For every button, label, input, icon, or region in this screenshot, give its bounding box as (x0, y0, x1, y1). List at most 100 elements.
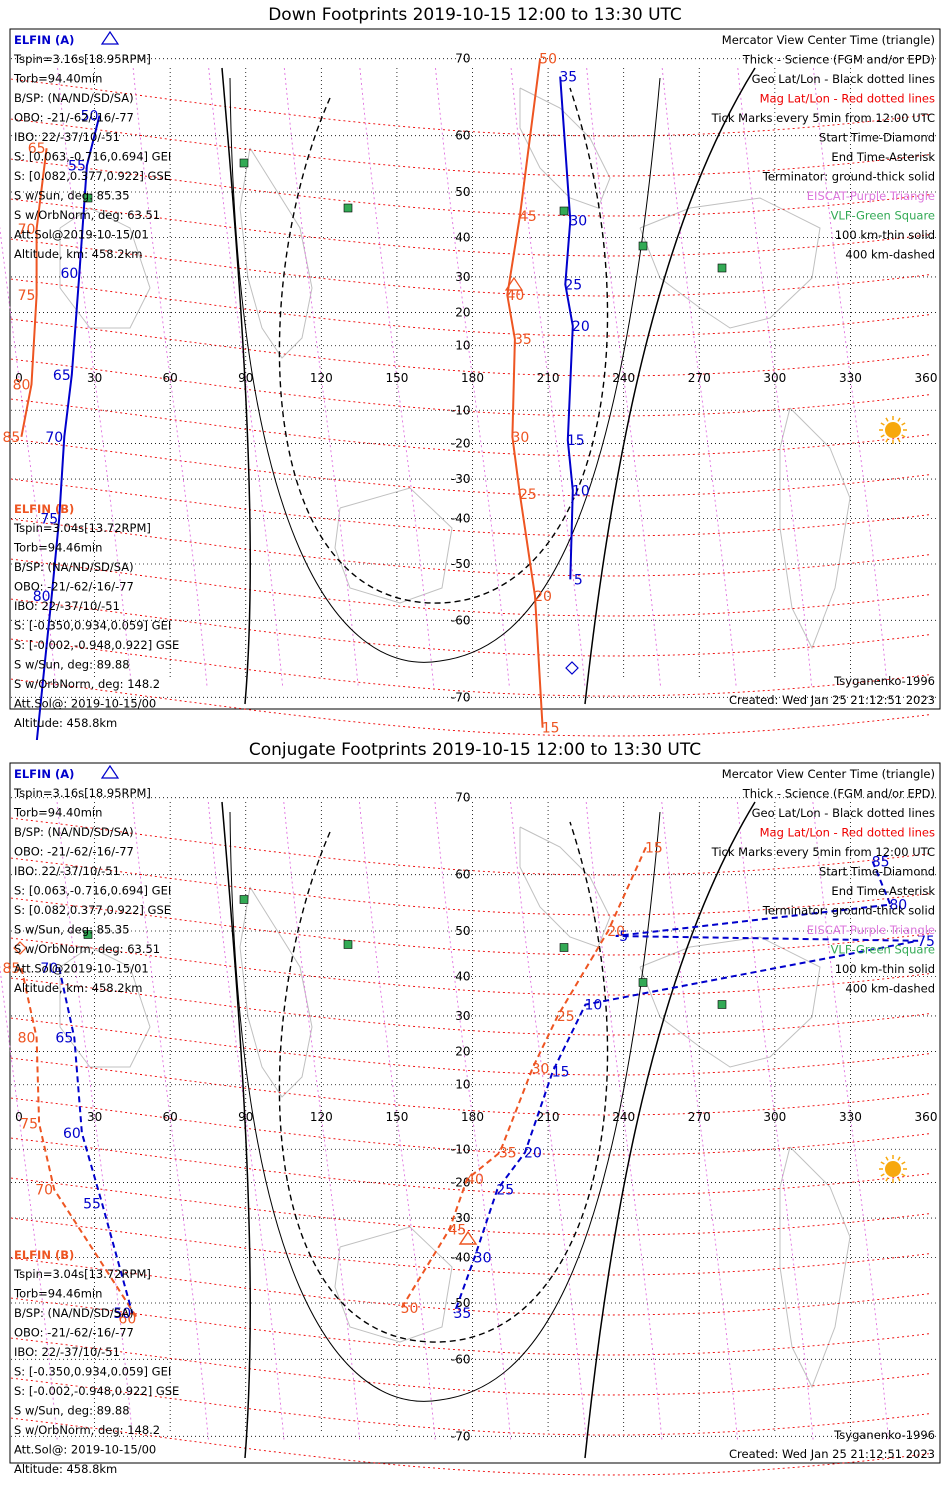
sat-a-info-line: B/SP: (NA/ND/SD/SA) (14, 91, 134, 105)
lat-tick-label: 40 (455, 231, 470, 245)
track-time-label: 75 (917, 934, 935, 950)
lat-tick-label: 50 (455, 924, 470, 938)
lon-tick-label: 240 (612, 371, 635, 385)
sat-a-info-line: OBO: -21/-62/-16/-77 (14, 845, 134, 859)
eiscat-triangle-icon (504, 276, 524, 291)
lat-tick-label: -10 (451, 403, 471, 417)
lat-tick-label: 30 (455, 270, 470, 284)
track-time-label: 80 (18, 1031, 36, 1047)
legend-item: Geo Lat/Lon - Black dotted lines (752, 806, 935, 820)
track-line (559, 76, 574, 580)
legend-item: Start Time-Diamond (819, 131, 935, 145)
lat-tick-label: 70 (455, 52, 470, 66)
sat-b-info-line: IBO: 22/-37/10/-51 (14, 599, 120, 613)
track-time-label: 40 (466, 1172, 484, 1188)
coastline (639, 197, 821, 329)
mag-meridian (586, 67, 662, 689)
track-time-label: 50 (539, 52, 557, 68)
track-time-label: 65 (55, 1031, 73, 1047)
sun-icon (885, 1161, 901, 1177)
sun-icon (885, 422, 901, 438)
lat-tick-label: -60 (451, 1352, 471, 1366)
lat-tick-label: -30 (451, 1211, 471, 1225)
legend-item: Tick Marks every 5min from 12:00 UTC (711, 845, 935, 859)
lon-tick-label: 180 (461, 1110, 484, 1124)
mag-meridian (0, 225, 57, 689)
track-time-label: 60 (60, 266, 78, 282)
sat-b-info-line: S w/Sun, deg: 89.88 (14, 1404, 130, 1418)
lon-tick-label: 300 (763, 371, 786, 385)
sat-b-info-line: S w/OrbNorm, deg: 148.2 (14, 1423, 160, 1437)
sat-b-name: ELFIN (B) (14, 502, 74, 516)
track-time-label: 20 (524, 1146, 542, 1162)
legend-item: End Time-Asterisk (831, 150, 935, 164)
sat-a-info-line: S w/OrbNorm, deg: 63.51 (14, 208, 160, 222)
mag-meridian (208, 67, 284, 689)
sun-ray (901, 422, 906, 426)
track-time-label: 45 (519, 209, 537, 225)
track-time-label: 45 (448, 1222, 466, 1238)
sat-b-info-line: B/SP: (NA/ND/SD/SA) (14, 560, 134, 574)
track-time-label: 50 (81, 108, 99, 124)
coastline (779, 1146, 851, 1389)
lat-tick-label: -60 (451, 613, 471, 627)
mag-grid (0, 67, 932, 737)
mag-meridian (812, 67, 888, 689)
vlf-square-icon (239, 158, 249, 168)
lon-tick-label: 270 (688, 1110, 711, 1124)
coastline (639, 936, 821, 1068)
track-time-label: 70 (35, 1182, 53, 1198)
lon-tick-label: 330 (839, 1110, 862, 1124)
legend-item: Geo Lat/Lon - Black dotted lines (752, 72, 935, 86)
panel-title-conjugate: Conjugate Footprints 2019-10-15 12:00 to… (248, 740, 702, 760)
sun-ray (901, 1173, 906, 1177)
sat-a-info-line: S: [0.082,0.377,0.922] GSE (14, 169, 171, 183)
mag-meridian (132, 67, 208, 689)
track-time-label: 25 (496, 1182, 514, 1198)
lon-tick-label: 30 (87, 371, 102, 385)
terminator-100km (229, 811, 661, 1402)
footprint-track: 35302520151055055606570758085 (33, 70, 590, 740)
track-time-label: 80 (13, 377, 31, 393)
track-time-label: 75 (40, 511, 58, 527)
legend-item: 100 km-thin solid (835, 962, 935, 976)
vlf-square-icon (343, 203, 353, 213)
sun-ray (885, 1177, 889, 1182)
start-diamond-icon (565, 661, 579, 675)
sat-b-info-line: S: [-0.350,0.934,0.059] GEI (14, 1365, 171, 1379)
vlf-square-icon (83, 930, 93, 939)
sat-b-info-line: OBO: -21/-62/-16/-77 (14, 1326, 134, 1340)
sat-a-name: ELFIN (A) (14, 767, 74, 781)
legend-item: End Time-Asterisk (831, 884, 935, 898)
lon-tick-label: 150 (385, 371, 408, 385)
track-time-label: 15 (645, 840, 663, 856)
lon-tick-label: 0 (15, 1110, 23, 1124)
legend-item: 400 km-dashed (845, 248, 935, 262)
terminator-400km (278, 821, 609, 1343)
lat-tick-label: -20 (451, 1176, 471, 1190)
track-time-label: 15 (567, 433, 585, 449)
lat-tick-label: 70 (455, 791, 470, 805)
terminators (221, 801, 756, 1459)
footprint-track: 85 80 75 5 10 15 20 25 30 35 70 65 60 55 50 (40, 854, 935, 1322)
track-time-label: 35 (559, 70, 577, 86)
center-time-triangle-icon (100, 764, 120, 779)
created-label: Created: Wed Jan 25 21:12:51 2023 (729, 693, 935, 707)
track-time-label: 70 (40, 961, 58, 977)
lon-tick-label: 90 (238, 371, 253, 385)
track-time-label: 35 (454, 1306, 472, 1322)
sat-a-name: ELFIN (A) (14, 33, 74, 47)
track-time-label: 85 (3, 430, 21, 446)
lon-tick-label: 60 (163, 371, 178, 385)
sat-a-info-line: B/SP: (NA/ND/SD/SA) (14, 825, 134, 839)
terminators (221, 67, 756, 705)
mag-meridian (510, 67, 586, 689)
vlf-square-icon (638, 978, 648, 987)
legend-item: Mag Lat/Lon - Red dotted lines (760, 826, 935, 840)
track-time-label: 80 (889, 898, 907, 914)
mag-meridian (661, 67, 737, 689)
lat-tick-label: -30 (451, 472, 471, 486)
lon-tick-label: 210 (537, 1110, 560, 1124)
track-time-label: 75 (18, 288, 36, 304)
sun-ray (897, 438, 901, 443)
